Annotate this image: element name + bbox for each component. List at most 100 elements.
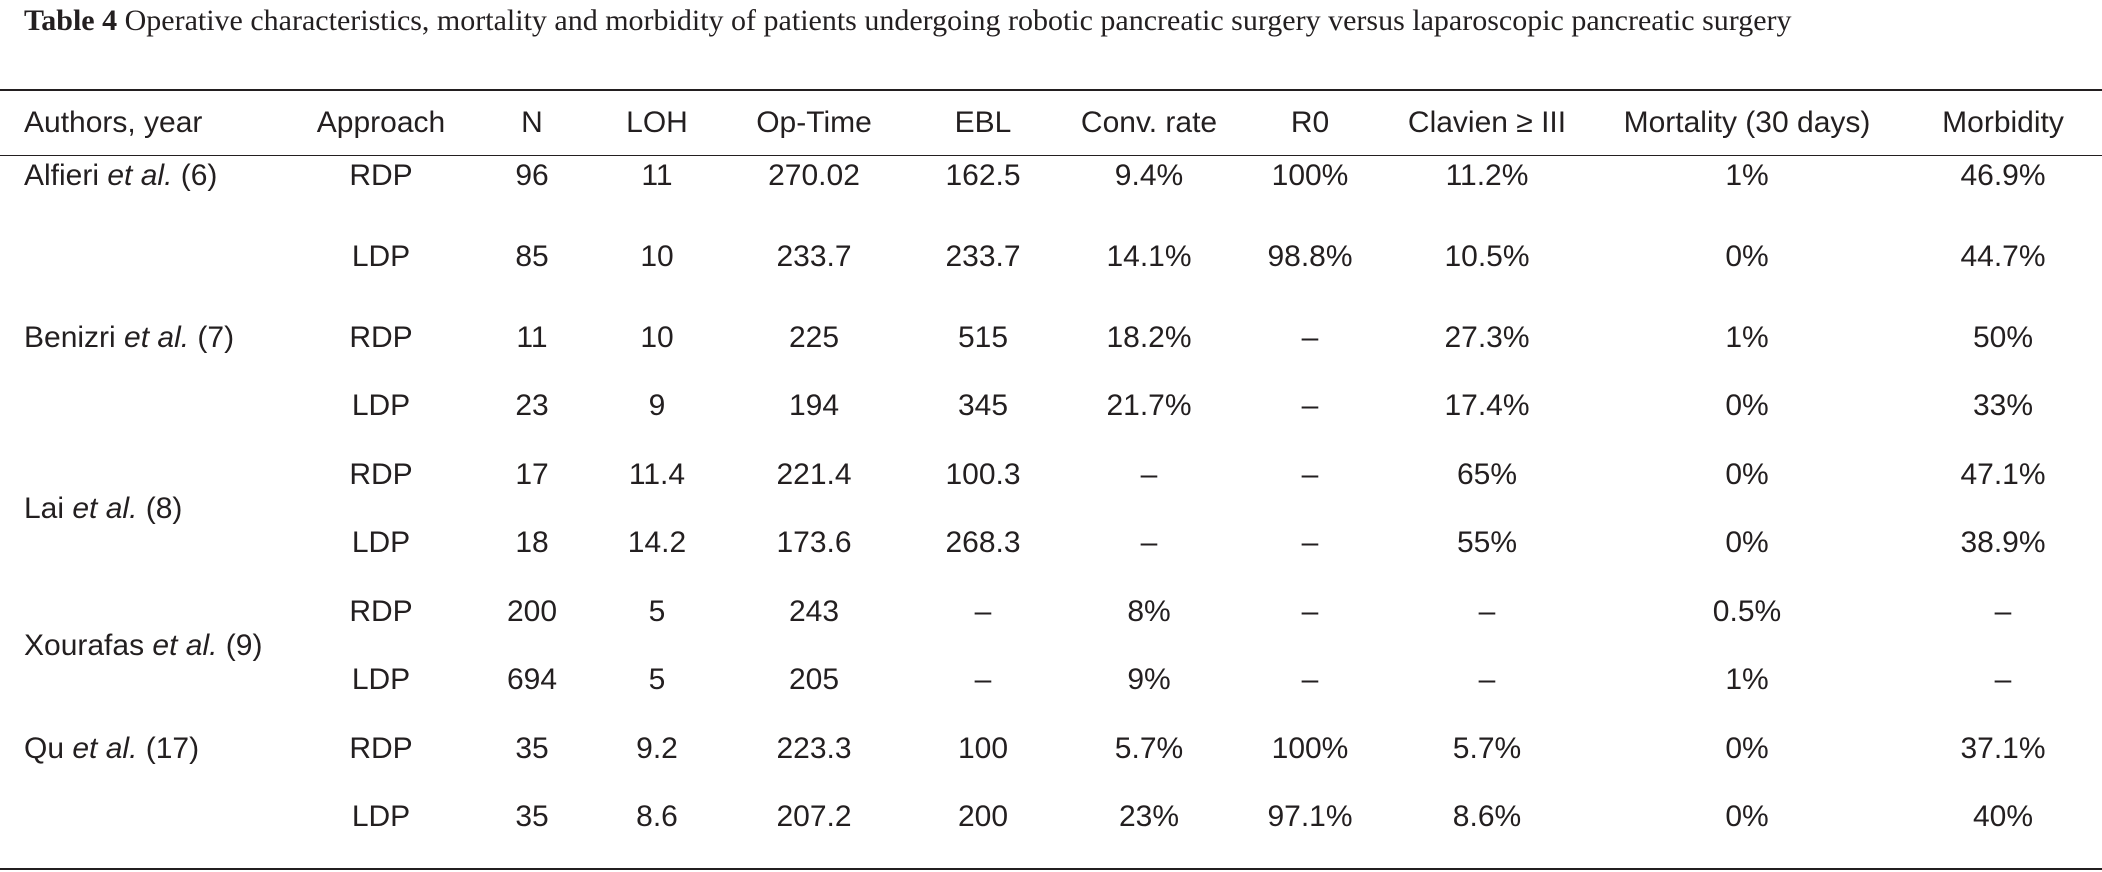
- table-cell: LDP: [351, 663, 411, 696]
- table-cell: 27.3%: [1444, 321, 1530, 354]
- table-cell: 5: [648, 663, 666, 696]
- table-cell: 205: [788, 663, 840, 696]
- column-header: LOH: [626, 106, 688, 139]
- author-name: Qu: [24, 732, 73, 765]
- author-etal: et al.: [72, 492, 138, 525]
- table-cell: RDP: [349, 458, 413, 491]
- table-cell: 18: [515, 526, 549, 559]
- table-cell: 200: [506, 595, 558, 628]
- column-header: Clavien ≥ III: [1407, 106, 1567, 139]
- author-ref: (17): [137, 732, 200, 765]
- table-cell: 694: [506, 663, 558, 696]
- table-cell: 35: [515, 800, 549, 833]
- table-cell: –: [1301, 663, 1319, 696]
- table-cell: 515: [957, 321, 1009, 354]
- table-cell: 223.3: [776, 732, 852, 765]
- table-cell: 50%: [1972, 321, 2034, 354]
- table-cell: RDP: [349, 595, 413, 628]
- author-cell: Xourafas et al. (9): [24, 628, 262, 664]
- table-cell: –: [1140, 526, 1158, 559]
- table-cell: 1%: [1725, 159, 1769, 192]
- table-cell: 40%: [1972, 800, 2034, 833]
- table-cell: 9.2: [636, 732, 678, 765]
- author-name: Alfieri: [24, 159, 108, 192]
- table-cell: 8.6: [636, 800, 678, 833]
- table-cell: 233.7: [945, 240, 1021, 273]
- table-cell: 221.4: [776, 458, 852, 491]
- table-cell: LDP: [351, 526, 411, 559]
- table-cell: RDP: [349, 159, 413, 192]
- table-cell: 5: [648, 595, 666, 628]
- author-name: Lai: [24, 492, 73, 525]
- table-title: Operative characteristics, mortality and…: [117, 4, 1792, 37]
- author-etal: et al.: [107, 159, 173, 192]
- table-cell: 0%: [1725, 800, 1769, 833]
- table-cell: –: [1301, 458, 1319, 491]
- table-cell: 10.5%: [1444, 240, 1530, 273]
- table-cell: 17.4%: [1444, 389, 1530, 422]
- table-cell: 100: [957, 732, 1009, 765]
- column-header: Approach: [316, 106, 446, 139]
- author-cell: Benizri et al. (7): [24, 320, 234, 356]
- table-cell: –: [1478, 663, 1496, 696]
- table-cell: 8.6%: [1452, 800, 1522, 833]
- table-cell: 1%: [1725, 321, 1769, 354]
- table-cell: 100%: [1271, 159, 1349, 192]
- table-cell: –: [1301, 526, 1319, 559]
- table-cell: 11.4: [628, 458, 686, 491]
- author-name: Xourafas: [24, 629, 153, 662]
- table-cell: LDP: [351, 240, 411, 273]
- column-header: N: [521, 106, 543, 139]
- table-cell: 97.1%: [1267, 800, 1353, 833]
- table-cell: 243: [788, 595, 840, 628]
- author-etal: et al.: [72, 732, 138, 765]
- table-cell: 98.8%: [1267, 240, 1353, 273]
- table-cell: 233.7: [776, 240, 852, 273]
- author-etal: et al.: [152, 629, 218, 662]
- table-cell: 44.7%: [1960, 240, 2046, 273]
- table-cell: 270.02: [768, 159, 860, 192]
- table-cell: 5.7%: [1114, 732, 1184, 765]
- table-cell: 10: [640, 240, 674, 273]
- table-cell: RDP: [349, 732, 413, 765]
- table-cell: –: [1301, 595, 1319, 628]
- author-ref: (6): [172, 159, 218, 192]
- table-cell: 9%: [1127, 663, 1171, 696]
- table-cell: 11: [641, 159, 673, 192]
- table-cell: 14.1%: [1106, 240, 1192, 273]
- author-ref: (8): [137, 492, 183, 525]
- author-ref: (7): [189, 321, 235, 354]
- table-cell: 46.9%: [1960, 159, 2046, 192]
- table-cell: 17: [515, 458, 549, 491]
- table-cell: 9: [648, 389, 666, 422]
- table-cell: 23: [515, 389, 549, 422]
- bottom-rule: [0, 868, 2102, 870]
- table-cell: 0%: [1725, 240, 1769, 273]
- table-cell: –: [974, 595, 992, 628]
- table-cell: 173.6: [776, 526, 852, 559]
- header-rule: [0, 155, 2102, 156]
- table-cell: 55%: [1456, 526, 1518, 559]
- table-cell: LDP: [351, 389, 411, 422]
- table-cell: 225: [788, 321, 840, 354]
- table-cell: 35: [515, 732, 549, 765]
- table-cell: 11: [516, 321, 548, 354]
- column-header: EBL: [954, 106, 1012, 139]
- author-name: Benizri: [24, 321, 125, 354]
- author-cell: Lai et al. (8): [24, 491, 182, 527]
- table-cell: 33%: [1972, 389, 2034, 422]
- table-cell: 100.3: [945, 458, 1021, 491]
- table-cell: –: [1301, 321, 1319, 354]
- table-cell: 65%: [1456, 458, 1518, 491]
- table-label: Table 4: [24, 4, 118, 37]
- author-ref: (9): [217, 629, 263, 662]
- table-cell: 200: [957, 800, 1009, 833]
- table-cell: 8%: [1127, 595, 1171, 628]
- author-cell: Qu et al. (17): [24, 731, 199, 767]
- table-cell: 11.2%: [1445, 159, 1529, 192]
- table-cell: 0%: [1725, 526, 1769, 559]
- table-cell: 23%: [1118, 800, 1180, 833]
- table-cell: 10: [640, 321, 674, 354]
- table-cell: 38.9%: [1960, 526, 2046, 559]
- column-header: R0: [1290, 106, 1330, 139]
